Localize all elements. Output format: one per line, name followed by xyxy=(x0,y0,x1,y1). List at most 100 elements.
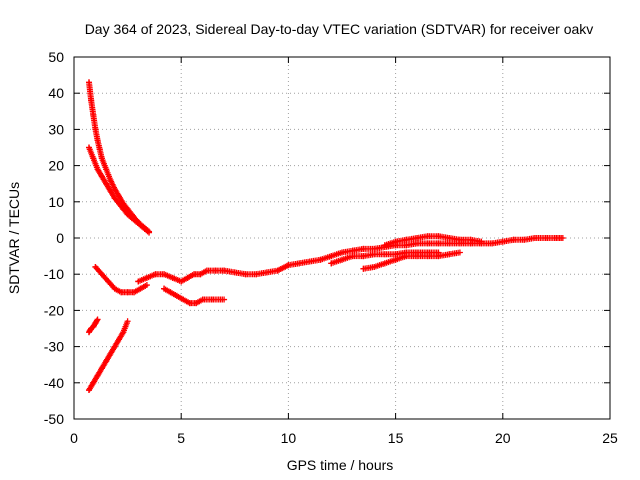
data-point xyxy=(381,242,388,249)
x-axis-label: GPS time / hours xyxy=(287,457,394,473)
data-point xyxy=(531,235,538,241)
data-point xyxy=(197,271,204,278)
y-tick-label: 30 xyxy=(48,121,64,137)
x-tick-label: 0 xyxy=(70,430,78,446)
x-tick-label: 5 xyxy=(177,430,185,446)
data-point xyxy=(178,278,185,285)
y-tick-labels: -50 -40 -30 -20 -10 0 10 20 30 40 50 xyxy=(44,49,64,427)
x-tick-labels: 0 5 10 15 20 25 xyxy=(70,430,618,446)
y-tick-label: -10 xyxy=(44,266,64,282)
series-main-trend xyxy=(221,235,566,278)
data-point xyxy=(186,300,193,307)
data-point xyxy=(169,274,176,281)
data-point xyxy=(446,251,453,258)
x-tick-label: 15 xyxy=(388,430,404,446)
data-point xyxy=(381,251,388,258)
data-point xyxy=(193,300,200,307)
y-tick-label: 50 xyxy=(48,49,64,65)
data-point xyxy=(167,289,174,296)
data-point xyxy=(542,235,549,241)
data-point xyxy=(203,267,210,274)
data-point xyxy=(96,146,103,153)
data-point xyxy=(510,236,517,243)
data-point xyxy=(221,296,228,303)
data-point xyxy=(446,240,453,247)
data-point xyxy=(128,215,135,222)
data-point xyxy=(414,235,421,241)
data-point xyxy=(446,235,453,241)
data-point xyxy=(120,206,127,213)
y-tick-label: -30 xyxy=(44,339,64,355)
data-point xyxy=(553,235,560,241)
data-point xyxy=(98,365,105,372)
data-point xyxy=(403,253,410,260)
data-point xyxy=(111,186,118,193)
data-point xyxy=(424,240,431,247)
data-point xyxy=(116,200,123,207)
data-point xyxy=(94,316,101,323)
data-point xyxy=(111,343,118,350)
data-point xyxy=(210,296,217,303)
data-point xyxy=(98,271,105,278)
series-dip xyxy=(92,263,150,296)
data-point xyxy=(478,238,485,245)
data-point xyxy=(86,144,93,151)
x-tick-label: 25 xyxy=(602,430,618,446)
data-point xyxy=(242,271,249,278)
y-tick-label: -20 xyxy=(44,302,64,318)
data-point xyxy=(253,271,260,278)
data-point xyxy=(328,260,335,267)
data-point xyxy=(116,336,123,343)
data-points xyxy=(86,79,566,394)
y-tick-label: 20 xyxy=(48,158,64,174)
data-point xyxy=(120,329,127,336)
data-point xyxy=(371,245,378,252)
y-tick-label: 0 xyxy=(56,230,64,246)
data-point xyxy=(360,265,367,272)
data-point xyxy=(435,240,442,247)
data-point xyxy=(371,251,378,258)
data-point xyxy=(467,236,474,243)
data-point xyxy=(94,137,101,144)
data-point xyxy=(424,233,431,240)
series-upper-band xyxy=(381,233,485,249)
data-point xyxy=(403,236,410,243)
data-point xyxy=(414,253,421,260)
data-point xyxy=(263,269,270,276)
data-point xyxy=(152,271,159,278)
data-point xyxy=(424,253,431,260)
data-point xyxy=(414,240,421,247)
data-point xyxy=(339,249,345,256)
data-point xyxy=(435,233,442,240)
data-point xyxy=(349,253,356,260)
series-rise-steep xyxy=(86,318,131,394)
data-point xyxy=(360,245,367,252)
data-point xyxy=(105,278,112,285)
data-point xyxy=(135,278,142,285)
data-point xyxy=(180,296,187,303)
data-point xyxy=(456,236,463,243)
data-point xyxy=(143,282,150,289)
data-point xyxy=(124,289,131,296)
data-point xyxy=(103,166,110,173)
y-tick-label: -40 xyxy=(44,375,64,391)
data-point xyxy=(98,155,105,162)
axis-ticks xyxy=(73,56,611,420)
data-point xyxy=(489,240,496,247)
y-tick-label: -50 xyxy=(44,411,64,427)
data-point xyxy=(137,222,144,229)
data-point xyxy=(328,253,335,260)
data-point xyxy=(107,177,114,184)
data-point xyxy=(317,256,324,263)
data-point xyxy=(124,211,131,218)
data-point xyxy=(103,358,110,365)
data-point xyxy=(103,180,110,187)
data-point xyxy=(456,249,463,256)
series-loop-5h xyxy=(161,285,228,307)
data-point xyxy=(349,247,356,254)
data-point xyxy=(231,269,238,276)
data-point xyxy=(107,187,114,194)
data-point xyxy=(90,155,97,162)
data-point xyxy=(381,260,388,267)
data-point xyxy=(199,296,206,303)
